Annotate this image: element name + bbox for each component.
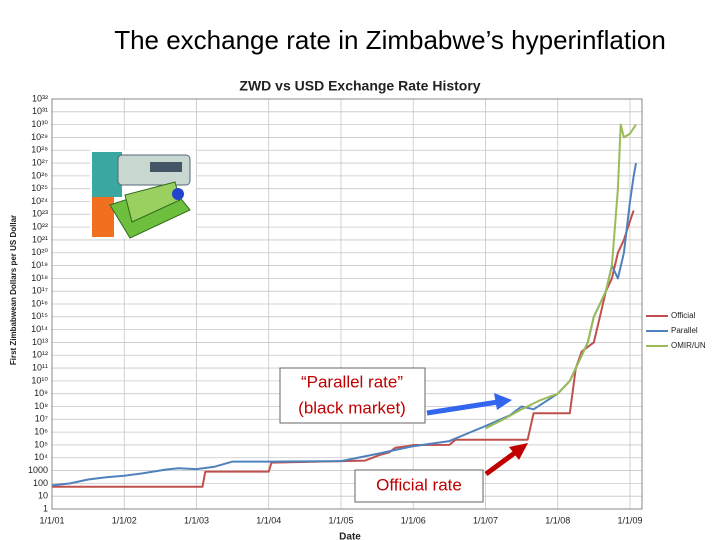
y-axis-label: First Zimbabwean Dollars per US Dollar [9,215,18,365]
annotation: (black market) [298,398,406,417]
arrow-head [494,393,512,410]
annotation: “Parallel rate” [301,372,403,391]
official-callout: Official rate [354,443,528,503]
legend: Official Parallel OMIR/UN [646,311,706,350]
y-tick-label: 1 [43,503,48,513]
x-tick-label: 1/1/05 [328,515,353,525]
y-tick-label: 10²⁸ [31,145,48,155]
y-tick-label: 10²⁴ [31,196,48,206]
y-tick-label: 10¹¹ [32,362,48,372]
plot-frame [51,98,643,510]
x-tick-label: 1/1/03 [184,515,209,525]
x-tick-label: 1/1/04 [256,515,281,525]
series-line [485,123,637,430]
y-tick-label: 10²⁰ [31,247,48,257]
slide-title: The exchange rate in Zimbabwe’s hyperinf… [114,25,666,55]
arrow [484,449,518,477]
y-tick-label: 10¹⁷ [32,286,48,296]
lines [51,123,637,488]
y-tick-label: 10⁴ [34,452,48,462]
y-tick-label: 10¹⁸ [31,273,48,283]
y-tick-label: 10¹² [32,350,48,360]
x-tick-label: 1/1/02 [112,515,137,525]
y-tick-label: 10 [38,491,48,501]
x-tick-label: 1/1/01 [39,515,64,525]
y-tick-label: 10⁷ [35,414,48,424]
y-tick-label: 10⁹ [34,388,48,398]
parallel-callout: “Parallel rate” (black market) [279,367,512,424]
x-tick-label: 1/1/09 [617,515,642,525]
y-tick-label: 10⁸ [34,401,48,411]
arrow-head [509,443,528,460]
y-tick-label: 10³² [32,93,48,103]
y-tick-label: 10²³ [32,209,48,219]
money-icon [90,150,196,239]
y-tick-label: 10⁵ [34,439,48,449]
y-tick-label: 10¹³ [32,337,48,347]
y-tick-label: 10¹⁴ [31,324,48,334]
y-tick-label: 10¹⁵ [31,311,48,321]
y-tick-label: 10²¹ [32,234,48,244]
y-tick-label: 10²² [32,222,48,232]
chart-title: ZWD vs USD Exchange Rate History [239,78,480,94]
x-tick-label: 1/1/08 [545,515,570,525]
y-tick-label: 10²⁵ [31,183,48,193]
y-tick-label: 10²⁶ [31,170,48,180]
y-tick-label: 10¹⁰ [31,375,48,385]
x-axis-label: Date [339,532,361,540]
y-tick-label: 100 [33,478,48,488]
x-tick-label: 1/1/06 [401,515,426,525]
y-tick-label: 10⁶ [34,427,48,437]
callout-box [279,367,426,424]
y-tick-label: 10³¹ [32,106,48,116]
legend-label: Official [671,311,696,320]
x-tick-label: 1/1/07 [473,515,498,525]
annotation: Official rate [376,475,462,494]
y-tick-label: 10³⁰ [31,119,48,129]
legend-label: OMIR/UN [671,341,706,350]
y-tick-label: 1000 [28,465,48,475]
legend-label: Parallel [671,326,698,335]
y-tick-label: 10²⁷ [32,157,48,167]
y-tick-label: 10¹⁶ [31,298,48,308]
callout-box [354,469,484,503]
arrow [426,399,499,416]
y-tick-label: 10¹⁹ [31,260,48,270]
y-tick-label: 10²⁹ [31,132,48,142]
grid [51,98,642,510]
